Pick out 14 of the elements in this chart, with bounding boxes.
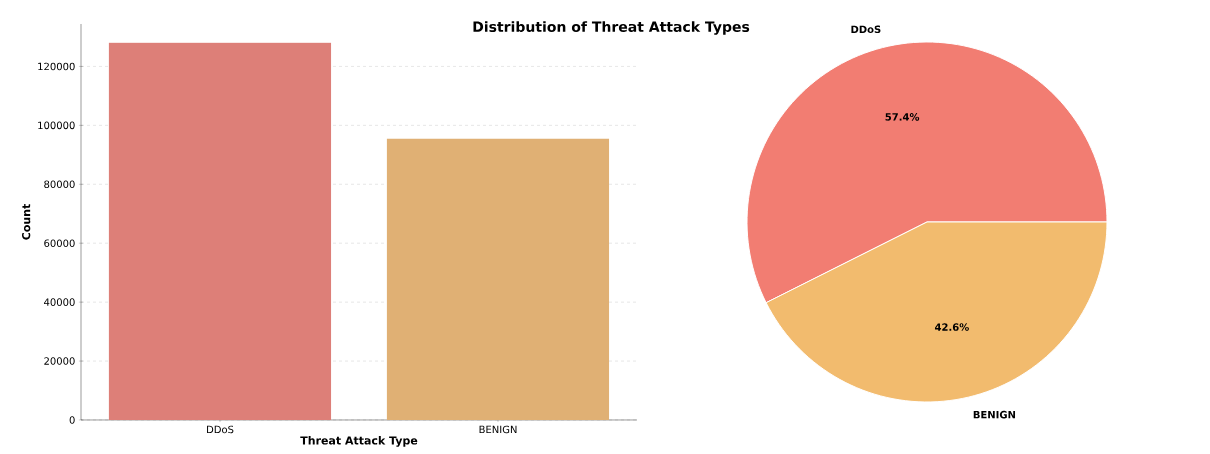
slice-label: BENIGN [973,410,1016,419]
y-tick-label: 120000 [38,62,75,71]
data-label: 57.4% [885,113,920,121]
y-tick-label: 60000 [44,239,75,247]
x-axis-title: Threat Attack Type [300,436,418,447]
y-tick-label: 0 [69,416,75,424]
y-tick-label: 100000 [38,121,75,130]
chart-title: Distribution of Threat Attack Types [473,21,750,35]
slice-label: DDoS [851,25,881,34]
y-tick-label: 20000 [44,357,75,365]
y-tick-label: 40000 [44,298,75,306]
y-tick-label: 80000 [44,180,75,189]
data-label: 42.6% [934,323,969,331]
y-axis-title: Count [22,203,31,240]
